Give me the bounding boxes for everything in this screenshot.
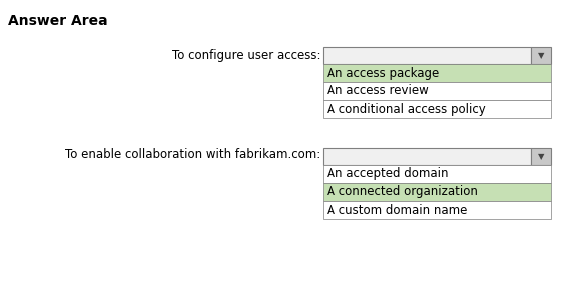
Bar	[531, 47, 551, 64]
Bar	[531, 148, 551, 165]
Bar	[323, 47, 531, 64]
Bar	[323, 183, 551, 201]
Text: A custom domain name: A custom domain name	[327, 203, 467, 216]
Text: An access review: An access review	[327, 84, 429, 97]
Text: An access package: An access package	[327, 66, 439, 79]
Bar	[323, 165, 551, 183]
Text: To configure user access:: To configure user access:	[172, 49, 320, 62]
Text: Answer Area: Answer Area	[8, 14, 108, 28]
Text: An accepted domain: An accepted domain	[327, 168, 449, 181]
Text: A conditional access policy: A conditional access policy	[327, 103, 486, 116]
Bar	[323, 148, 531, 165]
Text: A connected organization: A connected organization	[327, 186, 478, 199]
Text: ▼: ▼	[538, 152, 544, 161]
Text: ▼: ▼	[538, 51, 544, 60]
Bar	[323, 201, 551, 219]
Text: To enable collaboration with fabrikam.com:: To enable collaboration with fabrikam.co…	[65, 149, 320, 162]
Bar	[323, 100, 551, 118]
Bar	[323, 82, 551, 100]
Bar	[323, 64, 551, 82]
